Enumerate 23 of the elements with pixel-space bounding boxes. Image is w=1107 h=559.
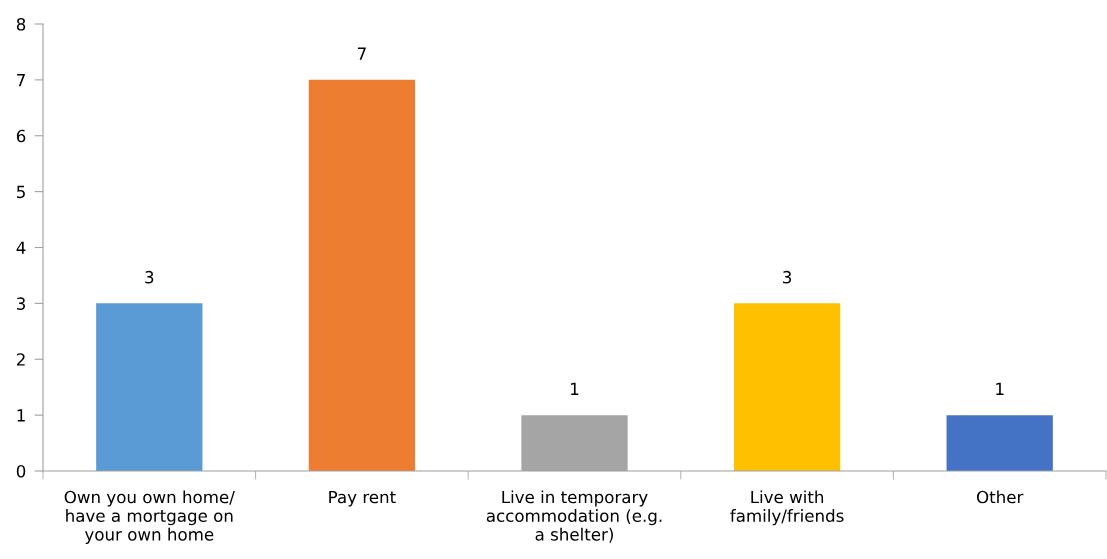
y-tick-label: 0 (16, 464, 26, 478)
data-label: 1 (571, 382, 579, 395)
data-label: 3 (145, 270, 154, 284)
bar (946, 415, 1053, 471)
y-tick-label: 3 (17, 297, 25, 310)
x-tick-label: Own you own home/ have a mortgage on your own home (64, 490, 235, 544)
x-tick-label: Other (976, 490, 1024, 504)
data-label: 1 (996, 382, 1004, 395)
y-tick-label: 6 (16, 129, 26, 143)
bar (308, 79, 416, 471)
bar (96, 303, 203, 471)
y-tick-label: 4 (16, 241, 26, 254)
data-label: 3 (783, 270, 792, 284)
y-tick-label: 1 (17, 409, 25, 422)
bar (733, 303, 841, 471)
data-label: 7 (357, 47, 366, 60)
x-tick-label: Live in temporary accommodation (e.g. a shelter) (486, 490, 662, 543)
x-tick-label: Pay rent (329, 490, 396, 507)
x-tick-label: Live with family/friends (730, 490, 844, 526)
y-tick-label: 2 (16, 353, 25, 366)
y-tick-label: 8 (16, 17, 26, 31)
y-tick-label: 5 (17, 185, 25, 199)
y-tick-label: 7 (17, 74, 25, 87)
